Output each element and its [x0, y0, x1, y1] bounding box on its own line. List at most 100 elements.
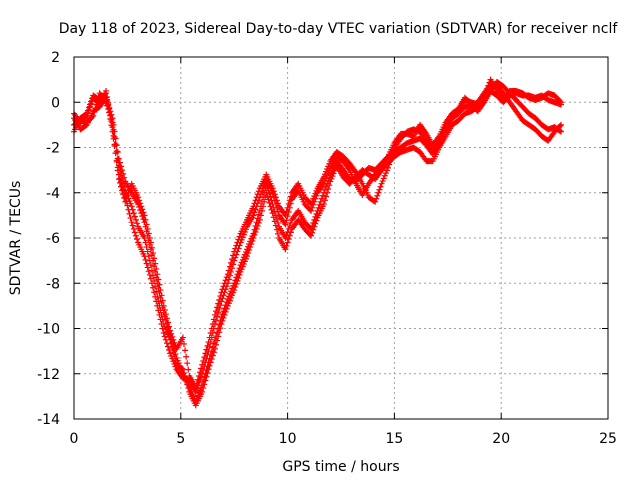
data-point-interp	[255, 219, 262, 226]
data-point-interp	[151, 277, 158, 284]
x-axis-label: GPS time / hours	[282, 459, 399, 475]
data-point-interp	[261, 198, 268, 205]
data-point-interp	[202, 350, 209, 357]
data-point	[115, 176, 122, 183]
y-tick-label: -8	[46, 276, 60, 292]
data-point	[160, 320, 167, 327]
data-point	[231, 287, 238, 294]
data-point-interp	[285, 236, 292, 243]
data-point-interp	[207, 359, 214, 366]
data-point-interp	[166, 346, 173, 353]
data-point-interp	[146, 257, 153, 264]
data-point-interp	[271, 191, 278, 198]
data-point-interp	[195, 373, 202, 380]
data-point-interp	[116, 159, 123, 166]
data-point	[308, 201, 315, 208]
data-point-interp	[274, 200, 281, 207]
data-point-interp	[116, 179, 123, 186]
data-point	[103, 87, 110, 94]
data-point-interp	[169, 345, 176, 352]
data-point-interp	[273, 226, 280, 233]
data-point-interp	[287, 229, 294, 236]
data-point	[199, 388, 206, 395]
data-point-interp	[255, 188, 262, 195]
data-point-interp	[373, 195, 380, 202]
data-point-interp	[325, 185, 332, 192]
data-point-interp	[182, 373, 189, 380]
data-point-interp	[383, 167, 390, 174]
data-point-interp	[130, 225, 137, 232]
data-point-interp	[163, 340, 170, 347]
data-point	[244, 253, 251, 260]
data-point-interp	[104, 93, 111, 100]
data-point	[269, 185, 276, 192]
data-point	[109, 124, 116, 131]
data-point-interp	[220, 283, 227, 290]
data-point-interp	[125, 189, 132, 196]
data-point-interp	[313, 187, 320, 194]
data-point-interp	[331, 167, 338, 174]
data-point	[199, 361, 206, 368]
data-point	[167, 350, 174, 357]
data-point-interp	[252, 206, 259, 213]
data-point-interp	[234, 239, 241, 246]
data-point	[481, 94, 488, 101]
data-point-interp	[272, 194, 279, 201]
data-point-interp	[88, 100, 95, 107]
data-point-interp	[155, 298, 162, 305]
data-point-interp	[251, 209, 258, 216]
data-point-interp	[181, 340, 188, 347]
data-point-interp	[206, 362, 213, 369]
data-point-interp	[198, 365, 205, 372]
data-point-interp	[145, 230, 152, 237]
data-point-interp	[143, 244, 150, 251]
data-point-interp	[124, 202, 131, 209]
data-point-interp	[379, 178, 386, 185]
data-point	[167, 327, 174, 334]
y-tick-label: -12	[37, 367, 60, 383]
data-point-interp	[484, 85, 491, 92]
data-point-interp	[217, 293, 224, 300]
data-point-interp	[321, 186, 328, 193]
data-point-interp	[142, 256, 149, 263]
data-point	[205, 366, 212, 373]
data-point-interp	[274, 208, 281, 215]
data-point-interp	[321, 171, 328, 178]
data-point	[378, 180, 385, 187]
data-point-interp	[219, 286, 226, 293]
data-point	[320, 180, 327, 187]
data-point-interp	[85, 106, 92, 113]
data-point-interp	[309, 204, 316, 211]
data-point-interp	[178, 365, 185, 372]
data-point-interp	[131, 213, 138, 220]
data-point-interp	[312, 220, 319, 227]
data-point	[250, 235, 257, 241]
data-point-interp	[287, 219, 294, 226]
data-point-interp	[120, 191, 127, 198]
data-point-interp	[117, 170, 124, 177]
data-point-interp	[309, 198, 316, 205]
data-point-interp	[201, 381, 208, 388]
data-point	[147, 275, 154, 282]
data-point-interp	[321, 197, 328, 204]
data-point-interp	[152, 283, 159, 290]
y-tick-label: -4	[46, 186, 60, 202]
data-point-interp	[382, 170, 389, 177]
data-point-interp	[162, 326, 169, 333]
data-point	[250, 203, 257, 210]
data-point-interp	[150, 272, 157, 279]
data-point-interp	[257, 212, 264, 219]
data-point-interp	[156, 281, 163, 288]
data-point-interp	[226, 297, 233, 304]
data-point-interp	[286, 197, 293, 204]
data-point-interp	[317, 198, 324, 205]
data-point-interp	[92, 105, 99, 112]
data-point-interp	[200, 357, 207, 364]
data-point-interp	[143, 260, 150, 267]
data-point-interp	[168, 340, 175, 347]
data-point-interp	[164, 343, 171, 350]
data-point-interp	[159, 316, 166, 323]
data-point-interp	[151, 255, 158, 262]
y-tick-label: -6	[46, 231, 60, 247]
data-point-interp	[326, 160, 333, 167]
